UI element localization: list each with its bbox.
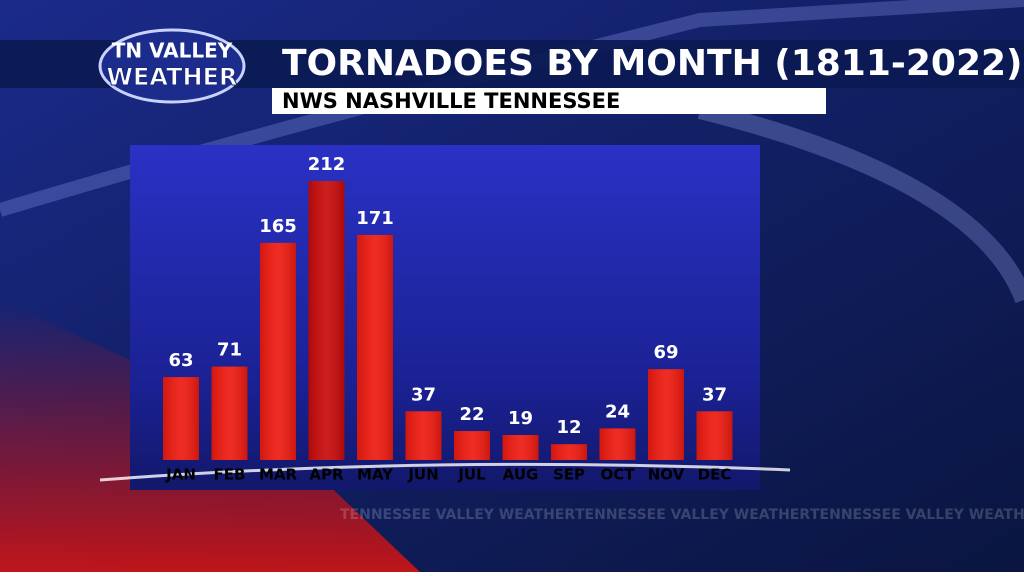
logo-text: TN VALLEY bbox=[112, 39, 233, 63]
value-label: 22 bbox=[459, 404, 484, 425]
value-label: 19 bbox=[508, 408, 533, 429]
bar-shade bbox=[502, 434, 539, 460]
x-tick-label: MAY bbox=[357, 466, 394, 484]
value-label: 37 bbox=[411, 384, 436, 405]
value-label: 69 bbox=[653, 342, 678, 363]
watermark: TENNESSEE VALLEY WEATHER TENNESSEE VALLE… bbox=[340, 507, 1024, 523]
x-tick-label: DEC bbox=[698, 466, 732, 484]
x-tick-label: OCT bbox=[601, 466, 636, 484]
bar-shade bbox=[308, 181, 345, 460]
watermark-text: TENNESSEE VALLEY WEATHER bbox=[340, 507, 575, 523]
x-tick-label: AUG bbox=[503, 466, 539, 484]
logo-badge bbox=[98, 28, 246, 104]
x-tick-label: APR bbox=[309, 466, 344, 484]
bar-shade bbox=[211, 366, 248, 460]
chart-title: TORNADOES BY MONTH (1811-2022) bbox=[282, 43, 1023, 84]
bar-shade bbox=[260, 242, 296, 460]
bar-shade bbox=[599, 428, 636, 460]
bar-shade bbox=[551, 444, 587, 460]
x-tick-label: SEP bbox=[553, 466, 585, 484]
chart-subtitle: NWS NASHVILLE TENNESSEE bbox=[282, 89, 620, 113]
x-tick-label: JAN bbox=[165, 466, 196, 484]
bar-shade bbox=[163, 377, 199, 460]
subtitle-box bbox=[272, 88, 826, 114]
x-tick-label: FEB bbox=[214, 466, 246, 484]
value-label: 37 bbox=[702, 384, 727, 405]
value-label: 63 bbox=[168, 350, 193, 371]
value-label: 212 bbox=[308, 154, 346, 175]
x-tick-label: JUL bbox=[457, 466, 486, 484]
bar-shade bbox=[696, 411, 733, 460]
value-label: 171 bbox=[356, 208, 394, 229]
value-label: 12 bbox=[556, 417, 581, 438]
swoosh bbox=[697, 101, 1024, 304]
watermark-text: TENNESSEE VALLEY WEATHER bbox=[810, 507, 1024, 523]
logo-text: WEATHER bbox=[107, 63, 238, 91]
bar-shade bbox=[454, 431, 490, 460]
value-label: 24 bbox=[605, 401, 630, 422]
bar-shade bbox=[648, 369, 684, 460]
watermark-text: TENNESSEE VALLEY WEATHER bbox=[575, 507, 810, 523]
value-label: 165 bbox=[259, 216, 297, 237]
swoosh bbox=[99, 462, 791, 482]
bar-shade bbox=[405, 411, 442, 460]
x-tick-label: MAR bbox=[259, 466, 298, 484]
value-label: 71 bbox=[217, 340, 242, 361]
x-tick-label: NOV bbox=[648, 466, 685, 484]
x-tick-label: JUN bbox=[407, 466, 438, 484]
bar-shade bbox=[357, 234, 393, 460]
